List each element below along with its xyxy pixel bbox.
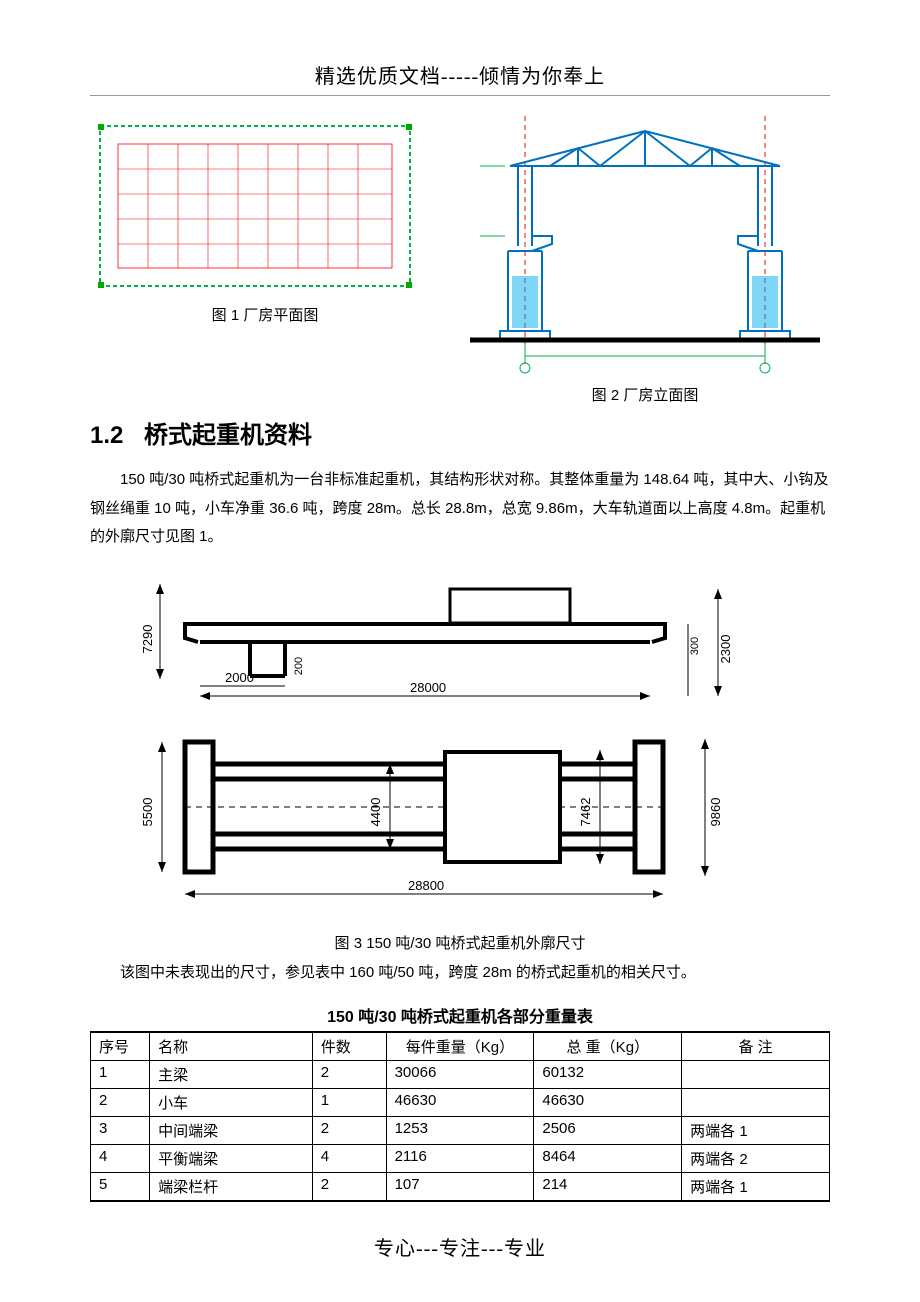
table-cell: 4 bbox=[312, 1145, 386, 1173]
table-cell: 平衡端梁 bbox=[150, 1145, 313, 1173]
figure-3-caption: 图 3 150 吨/30 吨桥式起重机外廓尺寸 bbox=[90, 932, 830, 953]
elevation-svg bbox=[460, 116, 830, 376]
table-cell: 端梁栏杆 bbox=[150, 1173, 313, 1202]
page-header: 精选优质文档-----倾情为你奉上 bbox=[90, 60, 830, 96]
table-cell: 主梁 bbox=[150, 1061, 313, 1089]
table-cell bbox=[682, 1089, 830, 1117]
dim-28000: 28000 bbox=[410, 680, 446, 695]
dim-7290: 7290 bbox=[140, 624, 155, 653]
plan-view-svg bbox=[90, 116, 420, 296]
dim-7462: 7462 bbox=[578, 797, 593, 826]
dim-2300: 2300 bbox=[718, 634, 733, 663]
section-number: 1.2 bbox=[90, 422, 123, 449]
table-header-row: 序号 名称 件数 每件重量（Kg） 总 重（Kg） 备 注 bbox=[91, 1032, 830, 1061]
figure-3: 7290 2000 200 28000 300 2300 bbox=[90, 564, 830, 953]
dim-2000: 2000 bbox=[225, 670, 254, 685]
table-cell: 两端各 1 bbox=[682, 1173, 830, 1202]
figure-1: 图 1 厂房平面图 bbox=[90, 116, 440, 325]
table-cell: 4 bbox=[91, 1145, 150, 1173]
section-title-text: 桥式起重机资料 bbox=[144, 422, 312, 449]
table-cell: 2 bbox=[312, 1117, 386, 1145]
figure-2: 图 2 厂房立面图 bbox=[460, 116, 830, 405]
table-row: 4平衡端梁421168464两端各 2 bbox=[91, 1145, 830, 1173]
page-footer: 专心---专注---专业 bbox=[90, 1232, 830, 1261]
table-cell: 107 bbox=[386, 1173, 534, 1202]
table-cell: 2 bbox=[312, 1173, 386, 1202]
weight-table: 序号 名称 件数 每件重量（Kg） 总 重（Kg） 备 注 1主梁2300666… bbox=[90, 1031, 830, 1202]
col-seq: 序号 bbox=[91, 1032, 150, 1061]
col-qty: 件数 bbox=[312, 1032, 386, 1061]
table-cell: 2 bbox=[91, 1089, 150, 1117]
table-cell: 1253 bbox=[386, 1117, 534, 1145]
table-cell: 2506 bbox=[534, 1117, 682, 1145]
dim-5500: 5500 bbox=[140, 797, 155, 826]
table-cell: 46630 bbox=[534, 1089, 682, 1117]
table-row: 5端梁栏杆2107214两端各 1 bbox=[91, 1173, 830, 1202]
dim-4400: 4400 bbox=[368, 797, 383, 826]
table-cell: 中间端梁 bbox=[150, 1117, 313, 1145]
table-cell bbox=[682, 1061, 830, 1089]
table-cell: 214 bbox=[534, 1173, 682, 1202]
dim-28800: 28800 bbox=[408, 878, 444, 893]
col-unit: 每件重量（Kg） bbox=[386, 1032, 534, 1061]
table-cell: 小车 bbox=[150, 1089, 313, 1117]
crane-outline-svg: 7290 2000 200 28000 300 2300 bbox=[90, 564, 750, 924]
table-cell: 60132 bbox=[534, 1061, 682, 1089]
col-note: 备 注 bbox=[682, 1032, 830, 1061]
col-name: 名称 bbox=[150, 1032, 313, 1061]
table-cell: 46630 bbox=[386, 1089, 534, 1117]
table-cell: 8464 bbox=[534, 1145, 682, 1173]
table-cell: 两端各 2 bbox=[682, 1145, 830, 1173]
table-cell: 1 bbox=[91, 1061, 150, 1089]
table-cell: 1 bbox=[312, 1089, 386, 1117]
table-cell: 3 bbox=[91, 1117, 150, 1145]
paragraph-2: 该图中未表现出的尺寸，参见表中 160 吨/50 吨，跨度 28m 的桥式起重机… bbox=[90, 959, 830, 988]
figure-2-caption: 图 2 厂房立面图 bbox=[460, 384, 830, 405]
table-cell: 2 bbox=[312, 1061, 386, 1089]
table-cell: 5 bbox=[91, 1173, 150, 1202]
paragraph-1: 150 吨/30 吨桥式起重机为一台非标准起重机，其结构形状对称。其整体重量为 … bbox=[90, 466, 830, 552]
table-row: 1主梁23006660132 bbox=[91, 1061, 830, 1089]
table-row: 2小车14663046630 bbox=[91, 1089, 830, 1117]
section-heading: 1.2 桥式起重机资料 bbox=[90, 415, 830, 450]
table-cell: 2116 bbox=[386, 1145, 534, 1173]
table-cell: 30066 bbox=[386, 1061, 534, 1089]
figure-row-1: 图 1 厂房平面图 bbox=[90, 116, 830, 405]
col-total: 总 重（Kg） bbox=[534, 1032, 682, 1061]
dim-9860: 9860 bbox=[708, 797, 723, 826]
table-cell: 两端各 1 bbox=[682, 1117, 830, 1145]
dim-200: 200 bbox=[293, 656, 305, 674]
table-title: 150 吨/30 吨桥式起重机各部分重量表 bbox=[90, 1003, 830, 1027]
dim-300: 300 bbox=[689, 636, 701, 654]
figure-1-caption: 图 1 厂房平面图 bbox=[90, 304, 440, 325]
table-row: 3中间端梁212532506两端各 1 bbox=[91, 1117, 830, 1145]
